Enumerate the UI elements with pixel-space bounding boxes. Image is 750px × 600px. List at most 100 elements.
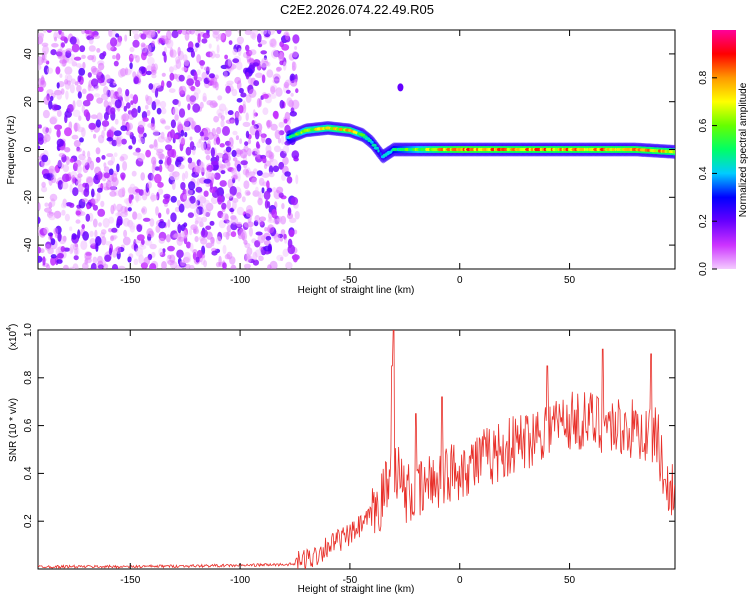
heatmap-noise-cell (98, 222, 102, 227)
heatmap-noise-cell (75, 219, 81, 224)
snr-x-axis-label: Height of straight line (km) (298, 584, 415, 595)
heatmap-noise-cell (294, 78, 298, 84)
heatmap-noise-cell (73, 56, 82, 61)
heatmap-noise-cell (84, 251, 92, 260)
heatmap-noise-cell (42, 126, 49, 135)
heatmap-noise-cell (231, 88, 238, 97)
heatmap-noise-cell (74, 122, 78, 133)
heatmap-noise-cell (279, 60, 285, 66)
heatmap-noise-cell (158, 159, 163, 165)
heatmap-noise-cell (226, 80, 234, 86)
heatmap-noise-cell (85, 213, 91, 222)
heatmap-noise-cell (262, 107, 269, 115)
heatmap-noise-cell (163, 193, 171, 199)
heatmap-noise-cell (147, 56, 155, 66)
heatmap-noise-cell (293, 229, 298, 235)
heatmap-noise-cell (247, 77, 253, 85)
heatmap-noise-cell (64, 213, 70, 222)
heatmap-noise-cell (64, 74, 68, 81)
heatmap-noise-cell (185, 30, 192, 35)
heatmap-noise-cell (103, 85, 109, 95)
heatmap-noise-cell (62, 164, 70, 173)
heatmap-signal-core (490, 147, 496, 152)
heatmap-panel: -150 -100 -50 0 50 -40 -20 0 20 40 Height of str… (6, 29, 676, 296)
heatmap-noise-cell (94, 166, 101, 175)
heatmap-noise-cell (261, 172, 270, 178)
heatmap-noise-cell (76, 147, 82, 153)
heatmap-noise-cell (74, 243, 79, 248)
heatmap-noise-cell (69, 202, 75, 208)
snr-x-ticks: -150 -100 -50 0 50 (120, 330, 576, 586)
heatmap-noise-cell (125, 89, 130, 97)
heatmap-noise-cell (251, 120, 255, 126)
heatmap-noise-cell (189, 228, 193, 236)
heatmap-noise-cell (126, 122, 133, 131)
heatmap-noise-cell (216, 126, 222, 135)
heatmap-noise-cell (178, 108, 186, 118)
heatmap-signal-core (370, 140, 374, 144)
heatmap-noise-cell (292, 51, 298, 58)
heatmap-noise-cell (217, 95, 223, 101)
heatmap-noise-cell (92, 204, 98, 211)
heatmap-noise-cell (44, 133, 49, 140)
heatmap-noise-cell (268, 171, 272, 177)
heatmap-noise-cell (264, 227, 268, 232)
heatmap-x-tick-label: 50 (564, 275, 576, 286)
heatmap-noise-cell (130, 93, 134, 99)
snr-y-tick-label: 1.0 (23, 323, 34, 337)
heatmap-noise-cell (200, 237, 208, 245)
heatmap-noise-cell (230, 216, 239, 225)
snr-series-line (38, 330, 675, 569)
heatmap-noise-cell (111, 263, 119, 269)
heatmap-noise-cell (67, 104, 74, 113)
heatmap-noise-cell (194, 79, 201, 88)
heatmap-noise-cell (172, 107, 179, 116)
heatmap-noise-cell (184, 119, 190, 127)
heatmap-noise-cell (133, 33, 140, 40)
heatmap-signal-core (458, 147, 462, 152)
heatmap-noise-cell (71, 61, 78, 67)
heatmap-noise-cell (51, 104, 59, 111)
heatmap-cells (38, 30, 675, 269)
heatmap-noise-cell (95, 119, 102, 128)
heatmap-noise-cell (56, 129, 61, 138)
heatmap-noise-cell (88, 122, 96, 130)
heatmap-noise-cell (243, 221, 252, 228)
heatmap-noise-cell (219, 180, 227, 187)
heatmap-noise-cell (205, 154, 211, 161)
heatmap-noise-cell (209, 220, 215, 226)
heatmap-noise-cell (193, 87, 201, 95)
heatmap-noise-cell (125, 102, 131, 109)
heatmap-noise-cell (240, 160, 248, 166)
colorbar-tick-label: 0.8 (698, 70, 709, 84)
heatmap-noise-cell (110, 37, 118, 47)
heatmap-noise-cell (241, 196, 246, 203)
heatmap-noise-cell (252, 62, 259, 67)
heatmap-noise-cell (60, 202, 67, 209)
heatmap-noise-cell (169, 129, 176, 139)
heatmap-noise-cell (279, 99, 285, 109)
heatmap-noise-cell (230, 231, 237, 238)
heatmap-noise-cell (236, 36, 244, 45)
heatmap-noise-cell (279, 237, 284, 242)
heatmap-noise-cell (215, 155, 220, 163)
heatmap-noise-cell (158, 164, 163, 173)
heatmap-noise-cell (44, 202, 49, 207)
heatmap-noise-cell (103, 162, 107, 168)
heatmap-noise-cell (222, 126, 230, 136)
heatmap-noise-cell (232, 48, 238, 56)
heatmap-noise-cell (48, 100, 53, 110)
heatmap-noise-cell (230, 119, 236, 124)
heatmap-noise-cell (95, 147, 101, 155)
heatmap-noise-cell (252, 109, 256, 119)
snr-y-tick-label: 0.6 (23, 418, 34, 432)
heatmap-noise-cell (69, 36, 77, 45)
heatmap-noise-cell (222, 244, 227, 255)
heatmap-noise-cell (82, 61, 86, 70)
heatmap-noise-cell (222, 262, 227, 269)
heatmap-noise-cell (69, 158, 75, 163)
heatmap-noise-cell (127, 256, 132, 263)
heatmap-noise-cell (231, 175, 239, 180)
heatmap-noise-cell (243, 263, 251, 269)
snr-y-tick-label: 0.8 (23, 370, 34, 384)
